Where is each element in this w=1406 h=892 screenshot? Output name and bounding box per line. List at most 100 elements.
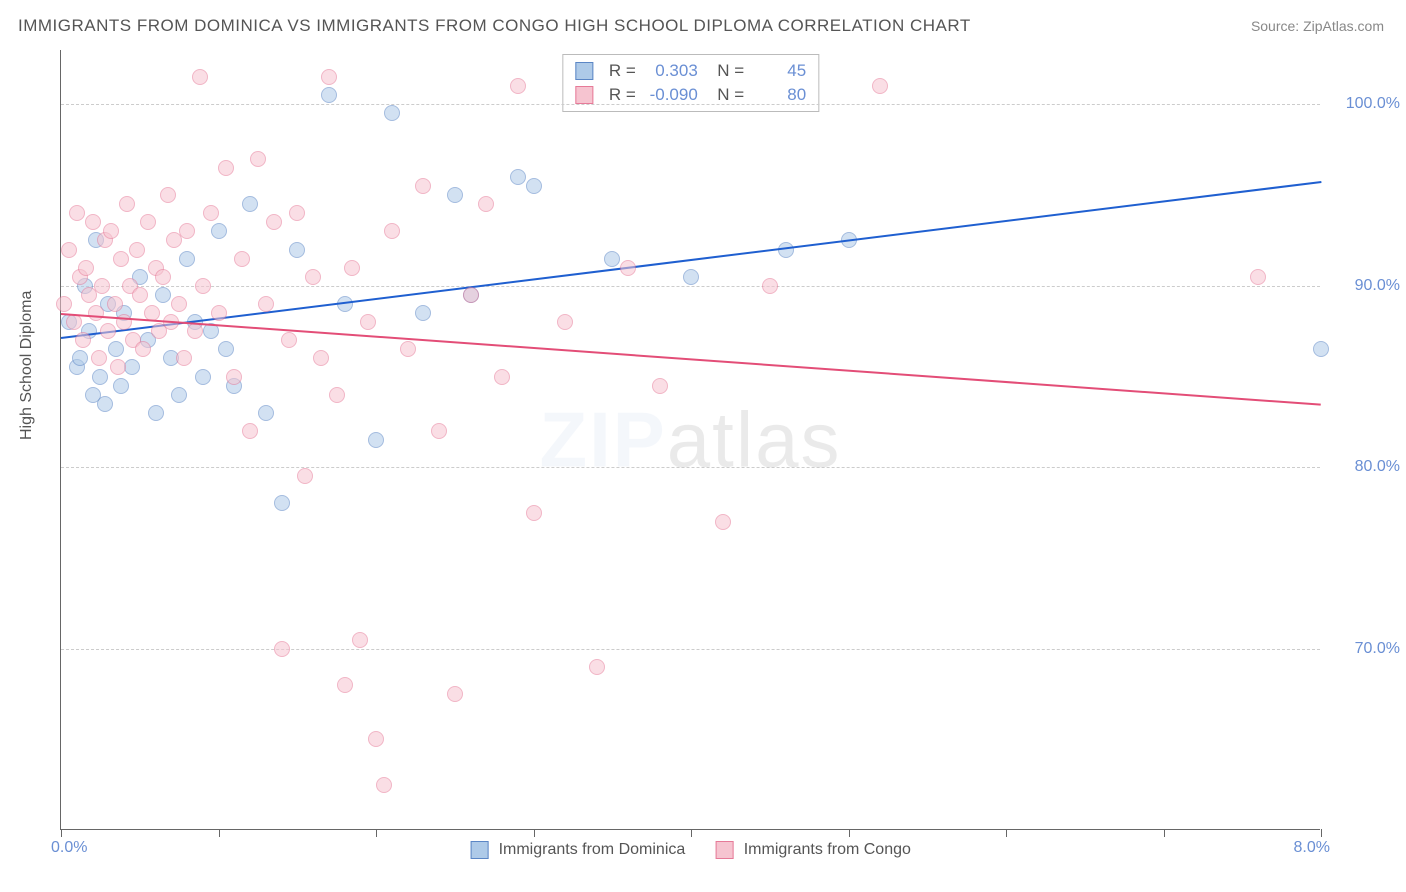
gridline-horizontal <box>61 104 1320 105</box>
scatter-point <box>344 260 360 276</box>
scatter-point <box>258 296 274 312</box>
scatter-point <box>85 214 101 230</box>
scatter-point <box>140 214 156 230</box>
plot-area: ZIPatlas R = 0.303 N = 45 R = -0.090 N =… <box>60 50 1320 830</box>
scatter-point <box>250 151 266 167</box>
scatter-point <box>360 314 376 330</box>
scatter-point <box>113 378 129 394</box>
scatter-point <box>1250 269 1266 285</box>
y-tick-label: 80.0% <box>1330 458 1400 476</box>
chart-container: IMMIGRANTS FROM DOMINICA VS IMMIGRANTS F… <box>0 0 1406 892</box>
scatter-point <box>195 369 211 385</box>
scatter-point <box>110 359 126 375</box>
scatter-point <box>119 196 135 212</box>
scatter-point <box>192 69 208 85</box>
scatter-point <box>72 350 88 366</box>
scatter-point <box>218 341 234 357</box>
scatter-point <box>187 323 203 339</box>
scatter-point <box>321 87 337 103</box>
scatter-point <box>384 105 400 121</box>
gridline-horizontal <box>61 286 1320 287</box>
scatter-point <box>203 205 219 221</box>
scatter-point <box>1313 341 1329 357</box>
scatter-point <box>652 378 668 394</box>
x-tick <box>219 829 220 837</box>
source-attribution: Source: ZipAtlas.com <box>1251 18 1384 34</box>
stat-r-series-2: -0.090 <box>646 85 698 105</box>
scatter-point <box>384 223 400 239</box>
scatter-point <box>124 359 140 375</box>
scatter-point <box>195 278 211 294</box>
scatter-point <box>715 514 731 530</box>
scatter-point <box>97 396 113 412</box>
stats-row-series-1: R = 0.303 N = 45 <box>575 59 806 83</box>
scatter-point <box>557 314 573 330</box>
trend-line <box>61 313 1321 406</box>
scatter-point <box>108 341 124 357</box>
scatter-point <box>171 387 187 403</box>
scatter-point <box>155 287 171 303</box>
scatter-point <box>107 296 123 312</box>
scatter-point <box>266 214 282 230</box>
scatter-point <box>274 641 290 657</box>
scatter-point <box>526 505 542 521</box>
scatter-point <box>226 369 242 385</box>
legend-item-2: Immigrants from Congo <box>715 841 911 859</box>
scatter-point <box>56 296 72 312</box>
stats-legend-box: R = 0.303 N = 45 R = -0.090 N = 80 <box>562 54 819 112</box>
legend-label-1: Immigrants from Dominica <box>499 841 686 858</box>
legend-swatch-1 <box>470 841 488 859</box>
scatter-point <box>66 314 82 330</box>
stat-r-series-1: 0.303 <box>646 61 698 81</box>
scatter-point <box>94 278 110 294</box>
gridline-horizontal <box>61 467 1320 468</box>
scatter-point <box>155 269 171 285</box>
scatter-point <box>234 251 250 267</box>
scatter-point <box>478 196 494 212</box>
scatter-point <box>305 269 321 285</box>
scatter-point <box>321 69 337 85</box>
scatter-point <box>179 251 195 267</box>
scatter-point <box>297 468 313 484</box>
x-tick <box>61 829 62 837</box>
scatter-point <box>218 160 234 176</box>
legend-swatch-2 <box>715 841 733 859</box>
scatter-point <box>61 242 77 258</box>
swatch-series-2 <box>575 86 593 104</box>
scatter-point <box>176 350 192 366</box>
scatter-point <box>620 260 636 276</box>
legend-label-2: Immigrants from Congo <box>744 841 911 858</box>
scatter-point <box>415 305 431 321</box>
scatter-point <box>431 423 447 439</box>
scatter-point <box>242 196 258 212</box>
scatter-point <box>179 223 195 239</box>
scatter-point <box>604 251 620 267</box>
scatter-point <box>400 341 416 357</box>
scatter-point <box>329 387 345 403</box>
scatter-point <box>129 242 145 258</box>
swatch-series-1 <box>575 62 593 80</box>
scatter-point <box>526 178 542 194</box>
scatter-point <box>160 187 176 203</box>
scatter-point <box>337 677 353 693</box>
y-tick-label: 70.0% <box>1330 640 1400 658</box>
bottom-legend: Immigrants from Dominica Immigrants from… <box>470 841 911 859</box>
scatter-point <box>463 287 479 303</box>
scatter-point <box>113 251 129 267</box>
scatter-point <box>242 423 258 439</box>
x-tick <box>1006 829 1007 837</box>
scatter-point <box>92 369 108 385</box>
scatter-point <box>281 332 297 348</box>
scatter-point <box>148 405 164 421</box>
scatter-point <box>103 223 119 239</box>
x-tick <box>534 829 535 837</box>
scatter-point <box>258 405 274 421</box>
scatter-point <box>289 242 305 258</box>
x-tick <box>1321 829 1322 837</box>
scatter-point <box>78 260 94 276</box>
stats-row-series-2: R = -0.090 N = 80 <box>575 83 806 107</box>
scatter-point <box>447 686 463 702</box>
scatter-point <box>132 287 148 303</box>
x-tick <box>691 829 692 837</box>
scatter-point <box>211 305 227 321</box>
